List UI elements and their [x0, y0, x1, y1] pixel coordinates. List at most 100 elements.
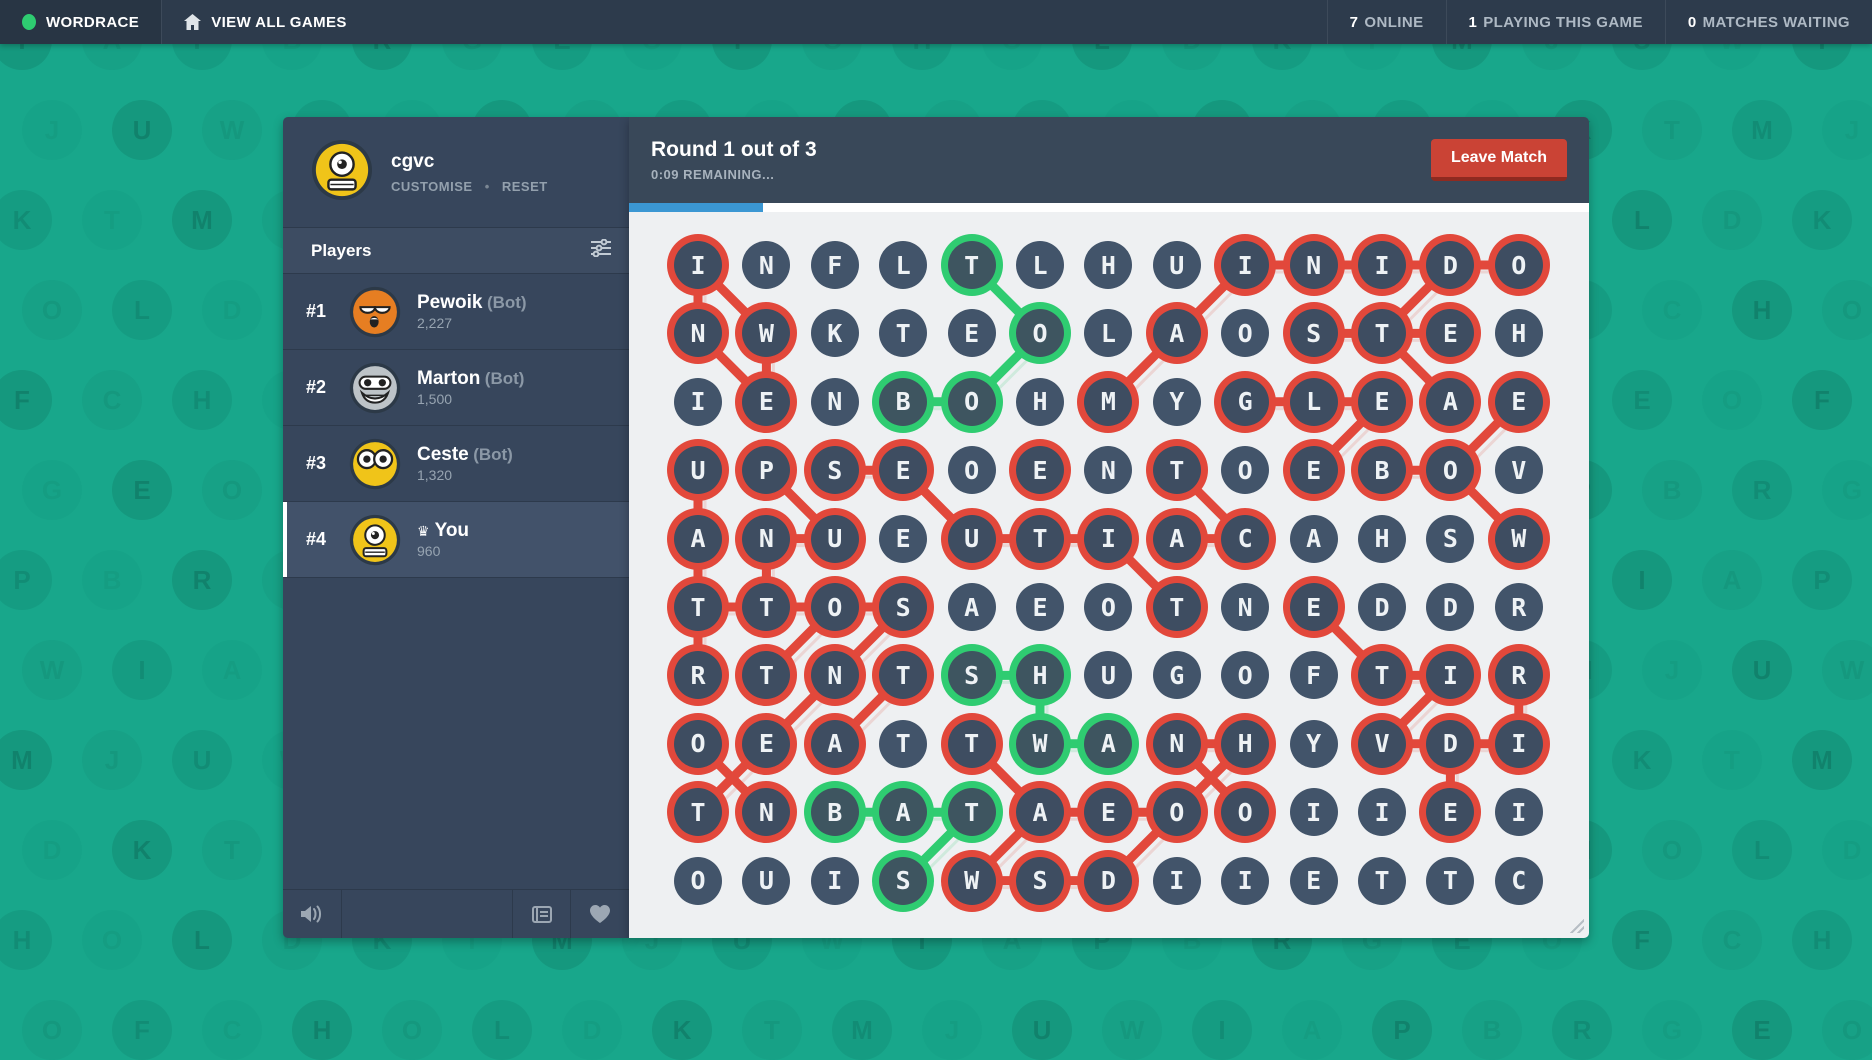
- grid-cell-r2c10[interactable]: S: [1289, 309, 1338, 358]
- grid-cell-r3c3[interactable]: N: [810, 377, 859, 426]
- grid-cell-r5c5[interactable]: U: [947, 514, 996, 563]
- grid-cell-r10c1[interactable]: O: [674, 856, 722, 905]
- grid-cell-r2c6[interactable]: O: [1016, 309, 1064, 358]
- favourite-button[interactable]: [571, 890, 629, 938]
- grid-cell-r10c6[interactable]: S: [1016, 856, 1064, 905]
- grid-cell-r1c1[interactable]: I: [674, 241, 722, 289]
- grid-cell-r2c11[interactable]: T: [1358, 309, 1406, 358]
- grid-cell-r4c6[interactable]: E: [1016, 446, 1064, 495]
- grid-cell-r7c6[interactable]: H: [1016, 651, 1064, 700]
- grid-cell-r1c11[interactable]: I: [1358, 241, 1406, 289]
- grid-cell-r8c3[interactable]: A: [810, 719, 859, 768]
- grid-cell-r6c11[interactable]: D: [1358, 583, 1406, 631]
- grid-cell-r10c12[interactable]: T: [1426, 856, 1475, 905]
- grid-cell-r8c12[interactable]: D: [1426, 719, 1475, 768]
- dictionary-button[interactable]: [513, 890, 571, 938]
- grid-cell-r3c11[interactable]: E: [1358, 377, 1406, 426]
- grid-cell-r1c13[interactable]: O: [1494, 241, 1543, 289]
- grid-cell-r8c10[interactable]: Y: [1289, 719, 1338, 768]
- grid-cell-r6c12[interactable]: D: [1426, 583, 1475, 631]
- grid-cell-r6c13[interactable]: R: [1494, 583, 1543, 631]
- grid-cell-r6c3[interactable]: O: [810, 583, 859, 631]
- grid-cell-r1c7[interactable]: H: [1084, 241, 1133, 289]
- grid-cell-r7c3[interactable]: N: [810, 651, 859, 700]
- grid-cell-r6c1[interactable]: T: [674, 583, 722, 631]
- grid-cell-r10c11[interactable]: T: [1358, 856, 1406, 905]
- grid-cell-r10c7[interactable]: D: [1084, 856, 1133, 905]
- grid-cell-r3c9[interactable]: G: [1221, 377, 1270, 426]
- grid-cell-r9c3[interactable]: B: [810, 788, 859, 837]
- leave-match-button[interactable]: Leave Match: [1430, 139, 1567, 181]
- grid-cell-r3c2[interactable]: E: [742, 377, 791, 426]
- grid-cell-r9c10[interactable]: I: [1289, 788, 1338, 837]
- grid-cell-r4c5[interactable]: O: [947, 446, 996, 495]
- grid-cell-r10c3[interactable]: I: [810, 856, 859, 905]
- grid-cell-r6c7[interactable]: O: [1084, 583, 1133, 631]
- sound-toggle-button[interactable]: [283, 890, 342, 938]
- grid-cell-r3c6[interactable]: H: [1016, 377, 1064, 426]
- grid-cell-r10c4[interactable]: S: [879, 856, 928, 905]
- grid-cell-r4c9[interactable]: O: [1221, 446, 1270, 495]
- grid-cell-r9c1[interactable]: T: [674, 788, 722, 837]
- player-filter-icon[interactable]: [591, 238, 611, 262]
- grid-cell-r4c12[interactable]: O: [1426, 446, 1475, 495]
- grid-cell-r1c4[interactable]: L: [879, 241, 928, 289]
- grid-cell-r6c6[interactable]: E: [1016, 583, 1064, 631]
- grid-cell-r2c7[interactable]: L: [1084, 309, 1133, 358]
- grid-cell-r2c4[interactable]: T: [879, 309, 928, 358]
- grid-cell-r5c8[interactable]: A: [1152, 514, 1201, 563]
- grid-cell-r7c11[interactable]: T: [1358, 651, 1406, 700]
- grid-cell-r5c11[interactable]: H: [1358, 514, 1406, 563]
- grid-cell-r4c3[interactable]: S: [810, 446, 859, 495]
- grid-cell-r9c6[interactable]: A: [1016, 788, 1064, 837]
- grid-cell-r6c2[interactable]: T: [742, 583, 791, 631]
- grid-cell-r10c10[interactable]: E: [1289, 856, 1338, 905]
- grid-cell-r3c12[interactable]: A: [1426, 377, 1475, 426]
- grid-cell-r8c2[interactable]: E: [742, 719, 791, 768]
- grid-cell-r6c4[interactable]: S: [879, 583, 928, 631]
- grid-cell-r9c13[interactable]: I: [1494, 788, 1543, 837]
- grid-cell-r3c13[interactable]: E: [1494, 377, 1543, 426]
- grid-cell-r5c10[interactable]: A: [1289, 514, 1338, 563]
- grid-cell-r5c12[interactable]: S: [1426, 514, 1475, 563]
- grid-cell-r3c8[interactable]: Y: [1152, 377, 1201, 426]
- grid-cell-r9c9[interactable]: O: [1221, 788, 1270, 837]
- grid-cell-r8c4[interactable]: T: [879, 719, 928, 768]
- grid-cell-r8c9[interactable]: H: [1221, 719, 1270, 768]
- grid-cell-r2c8[interactable]: A: [1152, 309, 1201, 358]
- profile-avatar[interactable]: [311, 139, 373, 206]
- grid-cell-r2c2[interactable]: W: [742, 309, 791, 358]
- grid-cell-r2c3[interactable]: K: [810, 309, 859, 358]
- grid-cell-r3c1[interactable]: I: [674, 377, 722, 426]
- grid-cell-r7c2[interactable]: T: [742, 651, 791, 700]
- grid-cell-r7c13[interactable]: R: [1494, 651, 1543, 700]
- grid-cell-r1c8[interactable]: U: [1152, 241, 1201, 289]
- grid-cell-r4c8[interactable]: T: [1152, 446, 1201, 495]
- grid-cell-r7c4[interactable]: T: [879, 651, 928, 700]
- grid-cell-r3c4[interactable]: B: [879, 377, 928, 426]
- grid-cell-r6c10[interactable]: E: [1289, 583, 1338, 631]
- grid-cell-r5c9[interactable]: C: [1221, 514, 1270, 563]
- reset-link[interactable]: RESET: [501, 178, 548, 194]
- grid-cell-r10c5[interactable]: W: [947, 856, 996, 905]
- grid-cell-r4c4[interactable]: E: [879, 446, 928, 495]
- grid-cell-r10c8[interactable]: I: [1152, 856, 1201, 905]
- grid-cell-r7c12[interactable]: I: [1426, 651, 1475, 700]
- grid-cell-r3c10[interactable]: L: [1289, 377, 1338, 426]
- grid-cell-r7c8[interactable]: G: [1152, 651, 1201, 700]
- grid-cell-r7c7[interactable]: U: [1084, 651, 1133, 700]
- grid-cell-r3c5[interactable]: O: [947, 377, 996, 426]
- grid-cell-r5c6[interactable]: T: [1016, 514, 1064, 563]
- grid-cell-r10c13[interactable]: C: [1494, 856, 1543, 905]
- customise-link[interactable]: CUSTOMISE: [391, 178, 473, 194]
- grid-cell-r9c7[interactable]: E: [1084, 788, 1133, 837]
- grid-cell-r9c11[interactable]: I: [1358, 788, 1406, 837]
- grid-cell-r7c1[interactable]: R: [674, 651, 722, 700]
- grid-cell-r9c5[interactable]: T: [947, 788, 996, 837]
- grid-cell-r6c8[interactable]: T: [1152, 583, 1201, 631]
- grid-cell-r2c13[interactable]: H: [1494, 309, 1543, 358]
- grid-cell-r1c5[interactable]: T: [947, 241, 996, 289]
- grid-cell-r4c7[interactable]: N: [1084, 446, 1133, 495]
- grid-cell-r4c10[interactable]: E: [1289, 446, 1338, 495]
- grid-cell-r8c5[interactable]: T: [947, 719, 996, 768]
